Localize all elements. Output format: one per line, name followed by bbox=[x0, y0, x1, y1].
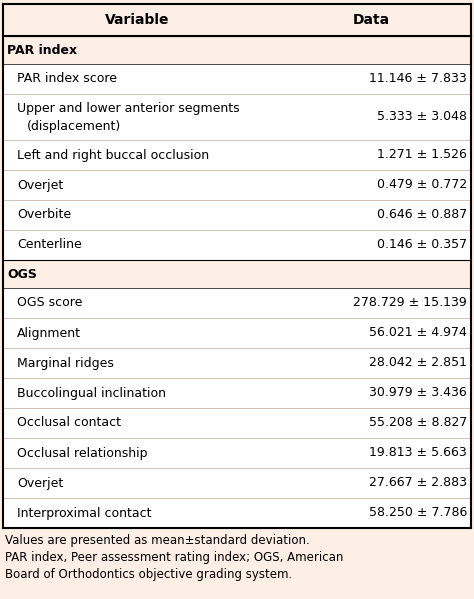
Bar bbox=[3, 498, 471, 528]
Bar bbox=[3, 94, 471, 140]
Text: 278.729 ± 15.139: 278.729 ± 15.139 bbox=[353, 297, 467, 310]
Text: Marginal ridges: Marginal ridges bbox=[17, 356, 114, 370]
Text: 30.979 ± 3.436: 30.979 ± 3.436 bbox=[369, 386, 467, 400]
Bar bbox=[3, 288, 471, 318]
Text: PAR index: PAR index bbox=[7, 44, 77, 56]
Text: 5.333 ± 3.048: 5.333 ± 3.048 bbox=[377, 110, 467, 123]
Text: 56.021 ± 4.974: 56.021 ± 4.974 bbox=[369, 326, 467, 340]
Text: PAR index, Peer assessment rating index; OGS, American: PAR index, Peer assessment rating index;… bbox=[5, 551, 343, 564]
Text: Overjet: Overjet bbox=[17, 476, 63, 489]
Text: Interproximal contact: Interproximal contact bbox=[17, 507, 152, 519]
Text: Data: Data bbox=[353, 13, 390, 27]
Bar bbox=[3, 170, 471, 200]
Text: Overjet: Overjet bbox=[17, 179, 63, 192]
Text: Variable: Variable bbox=[105, 13, 170, 27]
Text: (displacement): (displacement) bbox=[27, 120, 121, 133]
Bar bbox=[3, 260, 471, 288]
Text: Centerline: Centerline bbox=[17, 238, 82, 252]
Text: Left and right buccal occlusion: Left and right buccal occlusion bbox=[17, 149, 209, 162]
Text: 1.271 ± 1.526: 1.271 ± 1.526 bbox=[377, 149, 467, 162]
Bar bbox=[3, 468, 471, 498]
Bar bbox=[3, 230, 471, 260]
Bar bbox=[3, 438, 471, 468]
Text: OGS score: OGS score bbox=[17, 297, 82, 310]
Text: OGS: OGS bbox=[7, 268, 37, 280]
Text: Alignment: Alignment bbox=[17, 326, 81, 340]
Text: Buccolingual inclination: Buccolingual inclination bbox=[17, 386, 166, 400]
Bar bbox=[3, 378, 471, 408]
Text: 28.042 ± 2.851: 28.042 ± 2.851 bbox=[369, 356, 467, 370]
Text: 11.146 ± 7.833: 11.146 ± 7.833 bbox=[369, 72, 467, 86]
Bar bbox=[3, 318, 471, 348]
Text: 0.146 ± 0.357: 0.146 ± 0.357 bbox=[377, 238, 467, 252]
Bar bbox=[3, 36, 471, 64]
Text: Values are presented as mean±standard deviation.: Values are presented as mean±standard de… bbox=[5, 534, 310, 547]
Text: Upper and lower anterior segments: Upper and lower anterior segments bbox=[17, 102, 240, 115]
Text: 0.646 ± 0.887: 0.646 ± 0.887 bbox=[377, 208, 467, 222]
Bar bbox=[3, 348, 471, 378]
Text: Overbite: Overbite bbox=[17, 208, 71, 222]
Bar bbox=[3, 140, 471, 170]
Text: Occlusal relationship: Occlusal relationship bbox=[17, 446, 147, 459]
Bar bbox=[3, 64, 471, 94]
Text: PAR index score: PAR index score bbox=[17, 72, 117, 86]
Bar bbox=[3, 4, 471, 528]
Text: Board of Orthodontics objective grading system.: Board of Orthodontics objective grading … bbox=[5, 568, 292, 581]
Text: 27.667 ± 2.883: 27.667 ± 2.883 bbox=[369, 476, 467, 489]
Text: 55.208 ± 8.827: 55.208 ± 8.827 bbox=[369, 416, 467, 429]
Bar bbox=[3, 4, 471, 36]
Bar bbox=[3, 200, 471, 230]
Text: 58.250 ± 7.786: 58.250 ± 7.786 bbox=[369, 507, 467, 519]
Text: 19.813 ± 5.663: 19.813 ± 5.663 bbox=[369, 446, 467, 459]
Text: Occlusal contact: Occlusal contact bbox=[17, 416, 121, 429]
Text: 0.479 ± 0.772: 0.479 ± 0.772 bbox=[377, 179, 467, 192]
Bar bbox=[3, 408, 471, 438]
